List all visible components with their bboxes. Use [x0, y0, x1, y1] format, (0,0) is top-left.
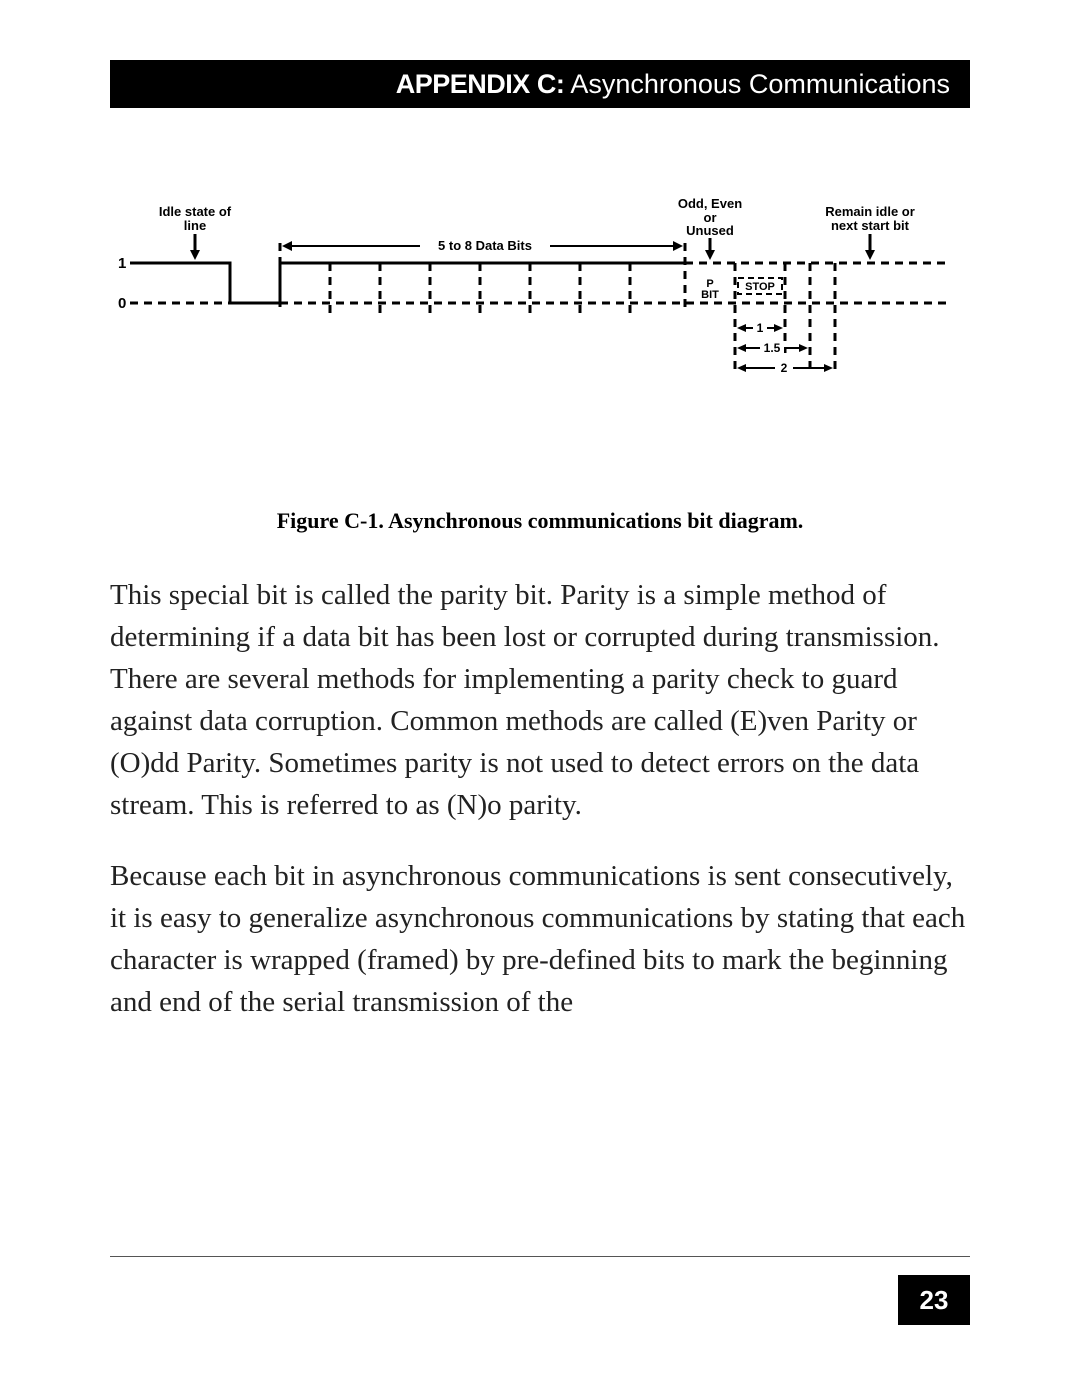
label-w2: 2 [781, 361, 788, 375]
page: APPENDIX C: Asynchronous Communications … [0, 0, 1080, 1397]
waveform-solid [130, 263, 685, 303]
label-idle-1: Idle state of [159, 204, 232, 219]
w15-al [737, 344, 746, 352]
arrow-idle-head [190, 250, 200, 260]
w1-al [737, 324, 746, 332]
label-databits: 5 to 8 Data Bits [438, 238, 532, 253]
header-suffix: Asynchronous Communications [570, 69, 950, 100]
label-zero: 0 [118, 295, 126, 312]
databits-arrow-l [282, 241, 292, 251]
appendix-header: APPENDIX C: Asynchronous Communications [110, 60, 970, 108]
arrow-parity-head [705, 250, 715, 260]
diagram-svg: Idle state of line Odd, Even or Unused R… [110, 198, 970, 418]
paragraph-2: Because each bit in asynchronous communi… [110, 855, 970, 1023]
label-pbit-2: BIT [701, 289, 719, 301]
label-stop: STOP [745, 281, 775, 293]
label-remain-1: Remain idle or [825, 204, 915, 219]
footer-rule [110, 1256, 970, 1257]
label-w15: 1.5 [764, 341, 781, 355]
w15-ar [799, 344, 808, 352]
w2-al [737, 364, 746, 372]
bit-diagram: Idle state of line Odd, Even or Unused R… [110, 198, 970, 418]
label-w1: 1 [757, 321, 764, 335]
w2-ar [824, 364, 833, 372]
arrow-remain-head [865, 250, 875, 260]
figure-caption: Figure C-1. Asynchronous communications … [110, 508, 970, 534]
label-remain-2: next start bit [831, 218, 910, 233]
label-parity-3: Unused [686, 223, 734, 238]
label-idle-2: line [184, 218, 206, 233]
header-prefix: APPENDIX C: [396, 69, 565, 100]
label-one: 1 [118, 255, 126, 272]
databits-arrow-r [673, 241, 683, 251]
w1-ar [774, 324, 783, 332]
page-number: 23 [898, 1275, 970, 1325]
paragraph-1: This special bit is called the parity bi… [110, 574, 970, 826]
